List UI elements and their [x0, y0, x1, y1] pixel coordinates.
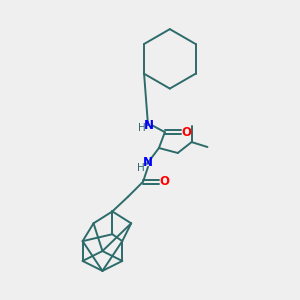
Text: H: H — [138, 123, 146, 133]
Text: H: H — [137, 163, 145, 173]
Text: N: N — [144, 119, 154, 132]
Text: N: N — [143, 156, 153, 170]
Text: O: O — [160, 175, 170, 188]
Text: O: O — [182, 126, 192, 139]
